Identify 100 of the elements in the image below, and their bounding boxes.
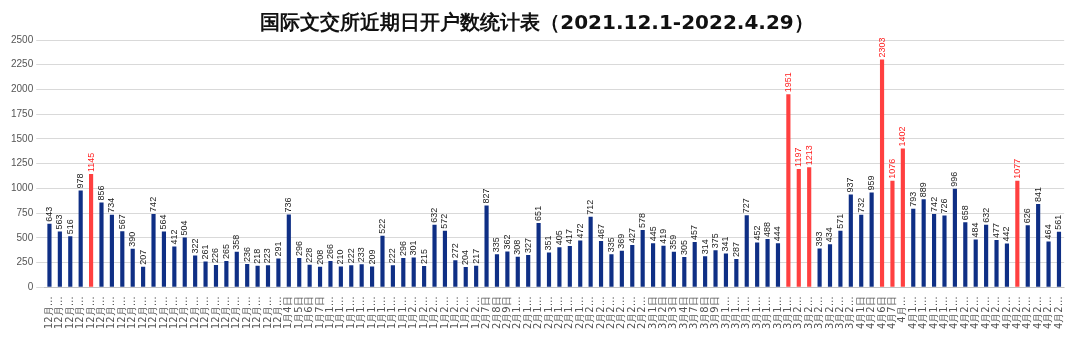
bar: [338, 266, 343, 287]
bar: [463, 267, 468, 287]
data-label: 484: [970, 222, 981, 238]
bar: [942, 215, 947, 287]
x-tick-label: 2月9日: [500, 296, 512, 330]
bar: [734, 258, 739, 287]
bar: [422, 266, 427, 287]
data-label: 978: [75, 173, 86, 189]
data-label: 856: [95, 185, 106, 201]
data-label: 643: [43, 206, 54, 222]
x-tick-label: 1月2…: [448, 296, 460, 330]
bar: [245, 263, 250, 287]
x-tick-label: 4月2…: [990, 296, 1002, 330]
data-label: 1076: [886, 158, 897, 179]
x-tick-label: 4月2…: [1031, 296, 1043, 330]
x-tick-label: 3月9日: [709, 296, 721, 330]
bar: [713, 250, 718, 287]
y-tick-label: 1000: [11, 182, 34, 194]
data-label: 488: [762, 221, 773, 238]
data-label: 571: [834, 213, 845, 229]
x-tick-label: 4月2…: [1042, 296, 1054, 330]
bar: [546, 252, 552, 287]
x-tick-label: 3月2日: [657, 296, 669, 330]
bar: [349, 265, 354, 287]
bar: [900, 148, 905, 287]
bar: [744, 215, 749, 287]
bar: [775, 243, 781, 287]
x-tick-label: 3月2…: [823, 296, 835, 330]
x-tick-label: 1月2…: [469, 296, 481, 330]
x-tick-label: 1月1…: [365, 296, 377, 330]
x-tick-label: 12月…: [272, 296, 284, 330]
bar: [297, 258, 302, 287]
x-tick-label: 3月1日: [646, 296, 658, 330]
x-tick-label: 3月4日: [677, 296, 689, 330]
data-label: 210: [335, 249, 346, 265]
bar: [723, 253, 729, 287]
bar: [932, 213, 937, 287]
bar: [619, 250, 624, 287]
x-tick-label: 1月1…: [324, 296, 336, 330]
bar: [78, 190, 83, 287]
bar: [224, 261, 229, 287]
bar: [671, 251, 676, 287]
bar: [661, 245, 666, 287]
data-label: 390: [127, 231, 138, 247]
bar: [89, 174, 94, 287]
x-tick-label: 4月1…: [917, 296, 929, 330]
data-label: 351: [543, 235, 554, 251]
bar: [411, 257, 416, 287]
data-label: 712: [585, 199, 596, 215]
bar: [651, 243, 656, 287]
bar: [952, 188, 957, 287]
data-label: 375: [710, 233, 721, 249]
x-tick-label: 4月2…: [1000, 296, 1012, 330]
data-label: 434: [824, 227, 835, 243]
bar: [536, 222, 541, 287]
x-tick-label: 12月…: [209, 296, 221, 330]
data-label: 889: [918, 182, 929, 198]
x-tick-label: 2月8日: [490, 296, 502, 330]
data-label: 2303: [876, 37, 887, 58]
bar: [328, 260, 333, 287]
bar: [474, 265, 479, 287]
bar: [453, 260, 458, 287]
data-label: 1402: [897, 126, 908, 147]
x-tick-label: 12月…: [84, 296, 96, 330]
data-label: 477: [991, 223, 1002, 239]
bar: [869, 192, 874, 287]
x-tick-label: 12月…: [126, 296, 138, 330]
data-label: 452: [751, 225, 762, 241]
data-label: 626: [1022, 208, 1033, 224]
x-tick-label: 2月1…: [532, 296, 544, 330]
data-label: 564: [158, 214, 169, 230]
x-tick-label: 12月…: [261, 296, 273, 330]
data-label: 996: [949, 171, 960, 187]
x-tick-label: 4月1…: [938, 296, 950, 330]
bar: [640, 230, 645, 287]
bar: [848, 194, 853, 287]
data-label: 516: [64, 219, 75, 235]
bar: [879, 59, 885, 287]
data-label: 412: [168, 229, 179, 245]
x-tick-label: 1月1…: [386, 296, 398, 330]
bar: [203, 261, 208, 287]
data-label: 937: [845, 177, 856, 193]
data-label: 362: [501, 234, 512, 250]
bar: [1015, 180, 1020, 287]
x-tick-label: 12月…: [167, 296, 179, 330]
data-label: 567: [116, 214, 127, 230]
y-tick-label: 2250: [11, 58, 34, 70]
data-label: 1145: [85, 152, 96, 173]
x-tick-label: 1月1…: [344, 296, 356, 330]
data-label: 444: [772, 226, 783, 242]
x-tick-label: 1月2…: [417, 296, 429, 330]
data-label: 287: [730, 241, 741, 257]
bar: [172, 246, 177, 287]
data-label: 261: [200, 244, 211, 260]
bar: [963, 222, 968, 287]
x-tick-label: 1月2…: [407, 296, 419, 330]
data-label: 827: [481, 188, 492, 204]
data-label: 651: [533, 205, 544, 221]
x-tick-label: 4月6日: [875, 296, 887, 330]
data-label: 419: [657, 228, 668, 244]
